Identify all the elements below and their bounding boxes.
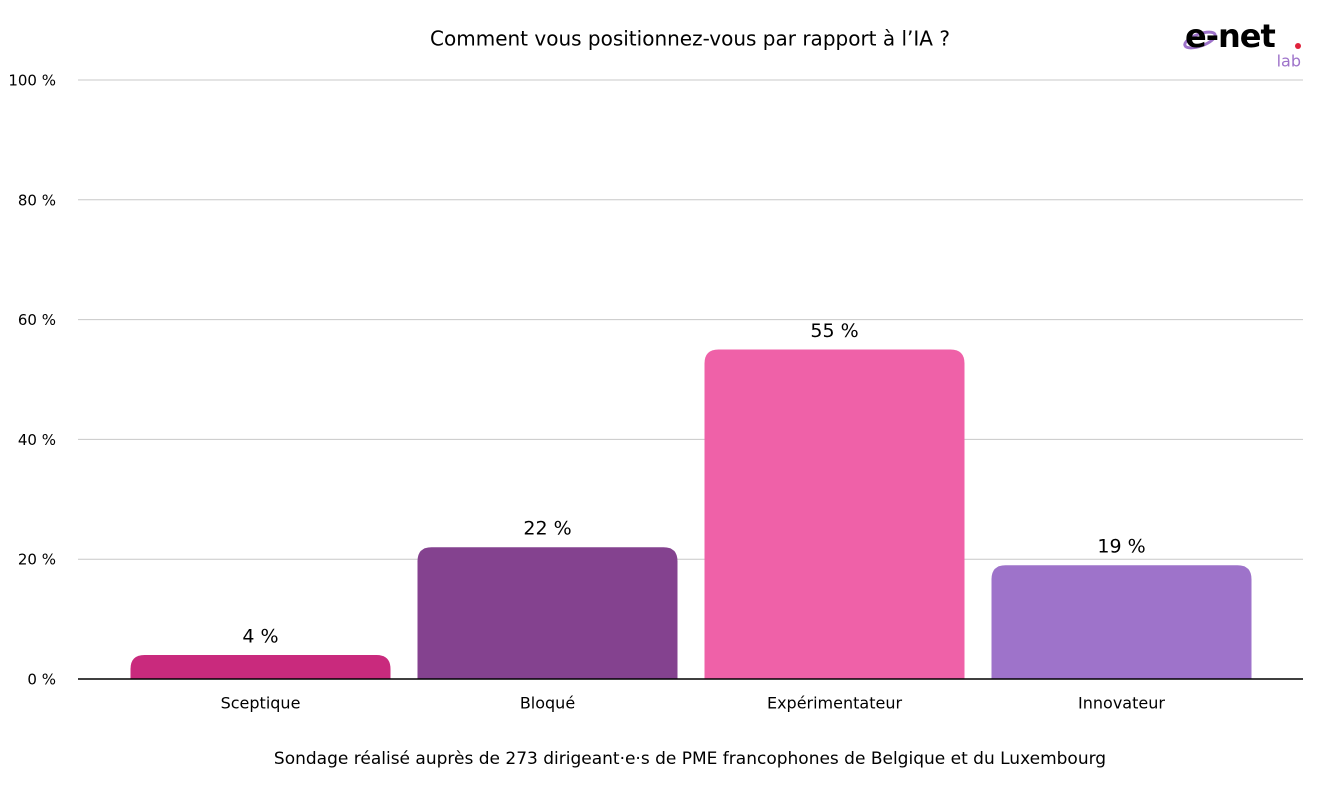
value-label: 22 %: [523, 518, 571, 540]
logo-ring: [1183, 30, 1217, 50]
value-label: 55 %: [810, 320, 858, 342]
footnote: Sondage réalisé auprès de 273 dirigeant·…: [274, 749, 1106, 769]
y-tick-label: 100 %: [8, 72, 56, 90]
x-tick-label: Sceptique: [221, 694, 301, 713]
logo: e-net lab: [1183, 17, 1301, 71]
y-tick-label: 0 %: [27, 671, 56, 689]
bar: [130, 655, 391, 679]
y-tick-label: 20 %: [18, 551, 56, 569]
chart-title: Comment vous positionnez-vous par rappor…: [430, 27, 950, 51]
y-tick-label: 40 %: [18, 431, 56, 449]
x-tick-label: Innovateur: [1078, 694, 1165, 713]
logo-name: e-net: [1185, 17, 1275, 55]
bar: [417, 547, 678, 679]
bar: [704, 349, 965, 679]
y-tick-label: 80 %: [18, 191, 56, 209]
value-label: 4 %: [242, 626, 278, 648]
value-label: 19 %: [1097, 536, 1145, 558]
logo-sub: lab: [1277, 52, 1301, 71]
x-tick-label: Expérimentateur: [767, 694, 903, 713]
y-tick-label: 60 %: [18, 311, 56, 329]
logo-dot: [1295, 43, 1301, 49]
x-tick-label: Bloqué: [520, 694, 575, 713]
bar: [991, 565, 1252, 679]
